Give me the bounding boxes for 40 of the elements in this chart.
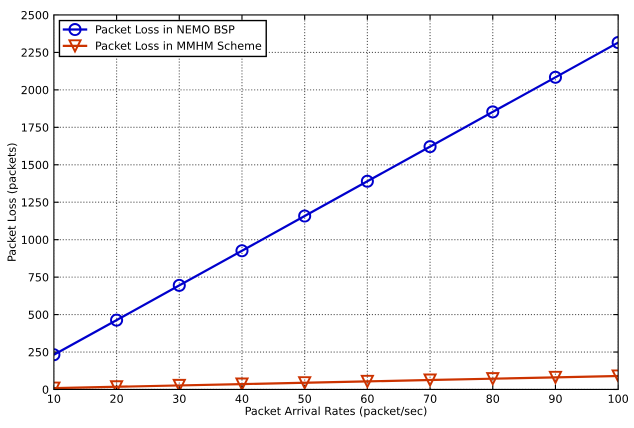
- point: [298, 209, 312, 223]
- y-tick-label: 1500: [22, 160, 48, 170]
- point: [235, 378, 249, 390]
- x-tick-label: 100: [608, 394, 628, 403]
- y-tick-label: 0: [42, 385, 48, 394]
- y-tick-label: 250: [28, 348, 48, 356]
- point: [235, 244, 249, 258]
- point: [486, 372, 500, 386]
- point: [110, 314, 124, 327]
- x-tick-label: 90: [549, 394, 562, 403]
- point: [298, 376, 312, 390]
- legend-label: Packet Loss in MMHM Scheme: [96, 41, 262, 50]
- x-tick-label: 60: [361, 394, 374, 403]
- point: [548, 70, 562, 84]
- x-tick-label: 80: [486, 394, 500, 403]
- point: [360, 374, 374, 388]
- point: [424, 140, 437, 154]
- point: [172, 378, 186, 390]
- y-tick-label: 2500: [22, 10, 48, 20]
- y-tick-label: 2250: [22, 48, 48, 57]
- legend-label: Packet Loss in NEMO BSP: [96, 24, 234, 34]
- y-tick-label: 750: [28, 273, 48, 282]
- point: [424, 374, 437, 387]
- x-axis-title: Packet Arrival Rates (packet/sec): [246, 406, 426, 418]
- x-tick-label: 50: [298, 394, 312, 403]
- point: [360, 174, 374, 188]
- y-tick-label: 500: [28, 310, 48, 319]
- x-tick-label: 20: [110, 394, 123, 403]
- point: [548, 370, 562, 384]
- x-tick-label: 40: [235, 394, 248, 403]
- y-axis-title: Packet Loss (packets): [7, 143, 18, 261]
- y-tick-label: 1750: [22, 123, 48, 132]
- x-tick-label: 30: [173, 394, 186, 403]
- y-tick-label: 1250: [22, 198, 48, 207]
- y-tick-label: 1000: [22, 236, 48, 244]
- point: [486, 105, 500, 118]
- x-tick-label: 10: [48, 394, 60, 403]
- x-tick-label: 70: [424, 394, 436, 403]
- point: [172, 278, 186, 292]
- y-tick-label: 2000: [22, 86, 48, 94]
